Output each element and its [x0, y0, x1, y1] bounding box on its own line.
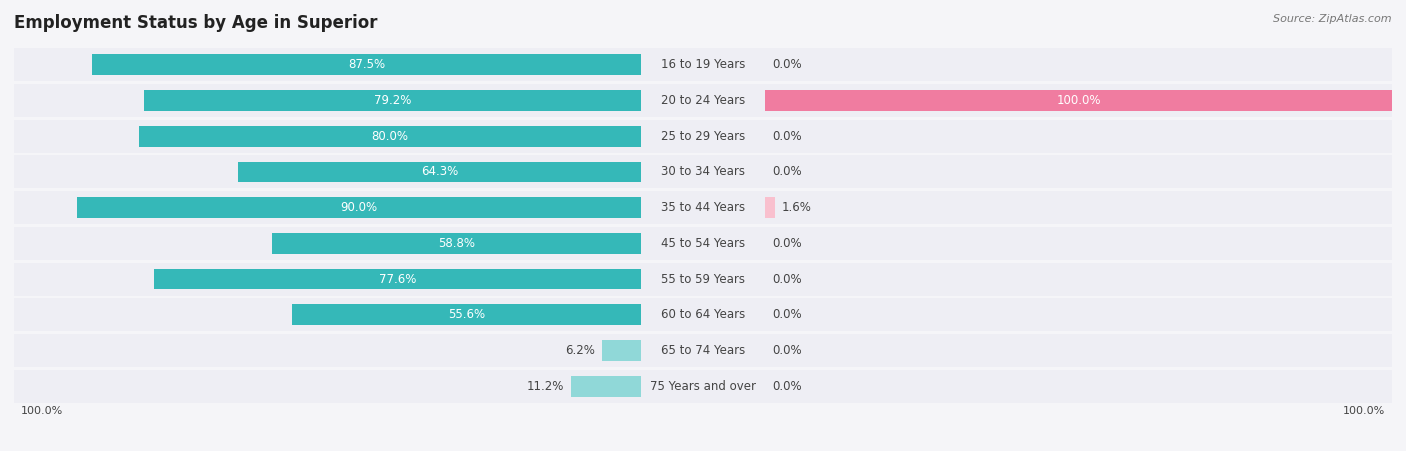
Bar: [14, 370, 1392, 403]
Text: 0.0%: 0.0%: [772, 166, 801, 179]
Bar: [145, 90, 641, 111]
Text: 35 to 44 Years: 35 to 44 Years: [661, 201, 745, 214]
Bar: [93, 55, 641, 75]
Text: 11.2%: 11.2%: [526, 380, 564, 393]
Text: 45 to 54 Years: 45 to 54 Years: [661, 237, 745, 250]
Bar: [77, 197, 641, 218]
Text: 79.2%: 79.2%: [374, 94, 412, 107]
Text: 60 to 64 Years: 60 to 64 Years: [661, 308, 745, 321]
Text: 58.8%: 58.8%: [439, 237, 475, 250]
Bar: [14, 334, 1392, 367]
Bar: [14, 120, 1392, 152]
Text: 100.0%: 100.0%: [1056, 94, 1101, 107]
Bar: [14, 262, 1392, 295]
Bar: [14, 191, 1392, 224]
Text: 20 to 24 Years: 20 to 24 Years: [661, 94, 745, 107]
Bar: [14, 156, 1392, 189]
Bar: [602, 340, 641, 361]
Text: 90.0%: 90.0%: [340, 201, 377, 214]
Text: 55.6%: 55.6%: [449, 308, 485, 321]
Bar: [238, 161, 641, 182]
Text: 30 to 34 Years: 30 to 34 Years: [661, 166, 745, 179]
Bar: [292, 304, 641, 325]
Text: 0.0%: 0.0%: [772, 308, 801, 321]
Text: 55 to 59 Years: 55 to 59 Years: [661, 272, 745, 285]
Text: 80.0%: 80.0%: [371, 130, 409, 143]
Bar: [14, 299, 1392, 331]
Text: Employment Status by Age in Superior: Employment Status by Age in Superior: [14, 14, 378, 32]
Text: 75 Years and over: 75 Years and over: [650, 380, 756, 393]
Bar: [273, 233, 641, 254]
Bar: [14, 84, 1392, 117]
Text: 100.0%: 100.0%: [21, 406, 63, 416]
Text: 0.0%: 0.0%: [772, 272, 801, 285]
Text: 25 to 29 Years: 25 to 29 Years: [661, 130, 745, 143]
Text: 6.2%: 6.2%: [565, 344, 595, 357]
Bar: [765, 197, 775, 218]
Bar: [139, 126, 641, 147]
Text: 0.0%: 0.0%: [772, 237, 801, 250]
Text: Source: ZipAtlas.com: Source: ZipAtlas.com: [1274, 14, 1392, 23]
Bar: [155, 269, 641, 290]
Text: 65 to 74 Years: 65 to 74 Years: [661, 344, 745, 357]
Bar: [14, 227, 1392, 260]
Text: 87.5%: 87.5%: [349, 58, 385, 71]
Bar: [571, 376, 641, 396]
Text: 100.0%: 100.0%: [1343, 406, 1385, 416]
Text: 0.0%: 0.0%: [772, 344, 801, 357]
Text: 0.0%: 0.0%: [772, 130, 801, 143]
Bar: [14, 48, 1392, 81]
Text: 0.0%: 0.0%: [772, 380, 801, 393]
Text: 64.3%: 64.3%: [420, 166, 458, 179]
Text: 77.6%: 77.6%: [380, 272, 416, 285]
Bar: [765, 90, 1392, 111]
Text: 0.0%: 0.0%: [772, 58, 801, 71]
Text: 16 to 19 Years: 16 to 19 Years: [661, 58, 745, 71]
Text: 1.6%: 1.6%: [782, 201, 811, 214]
